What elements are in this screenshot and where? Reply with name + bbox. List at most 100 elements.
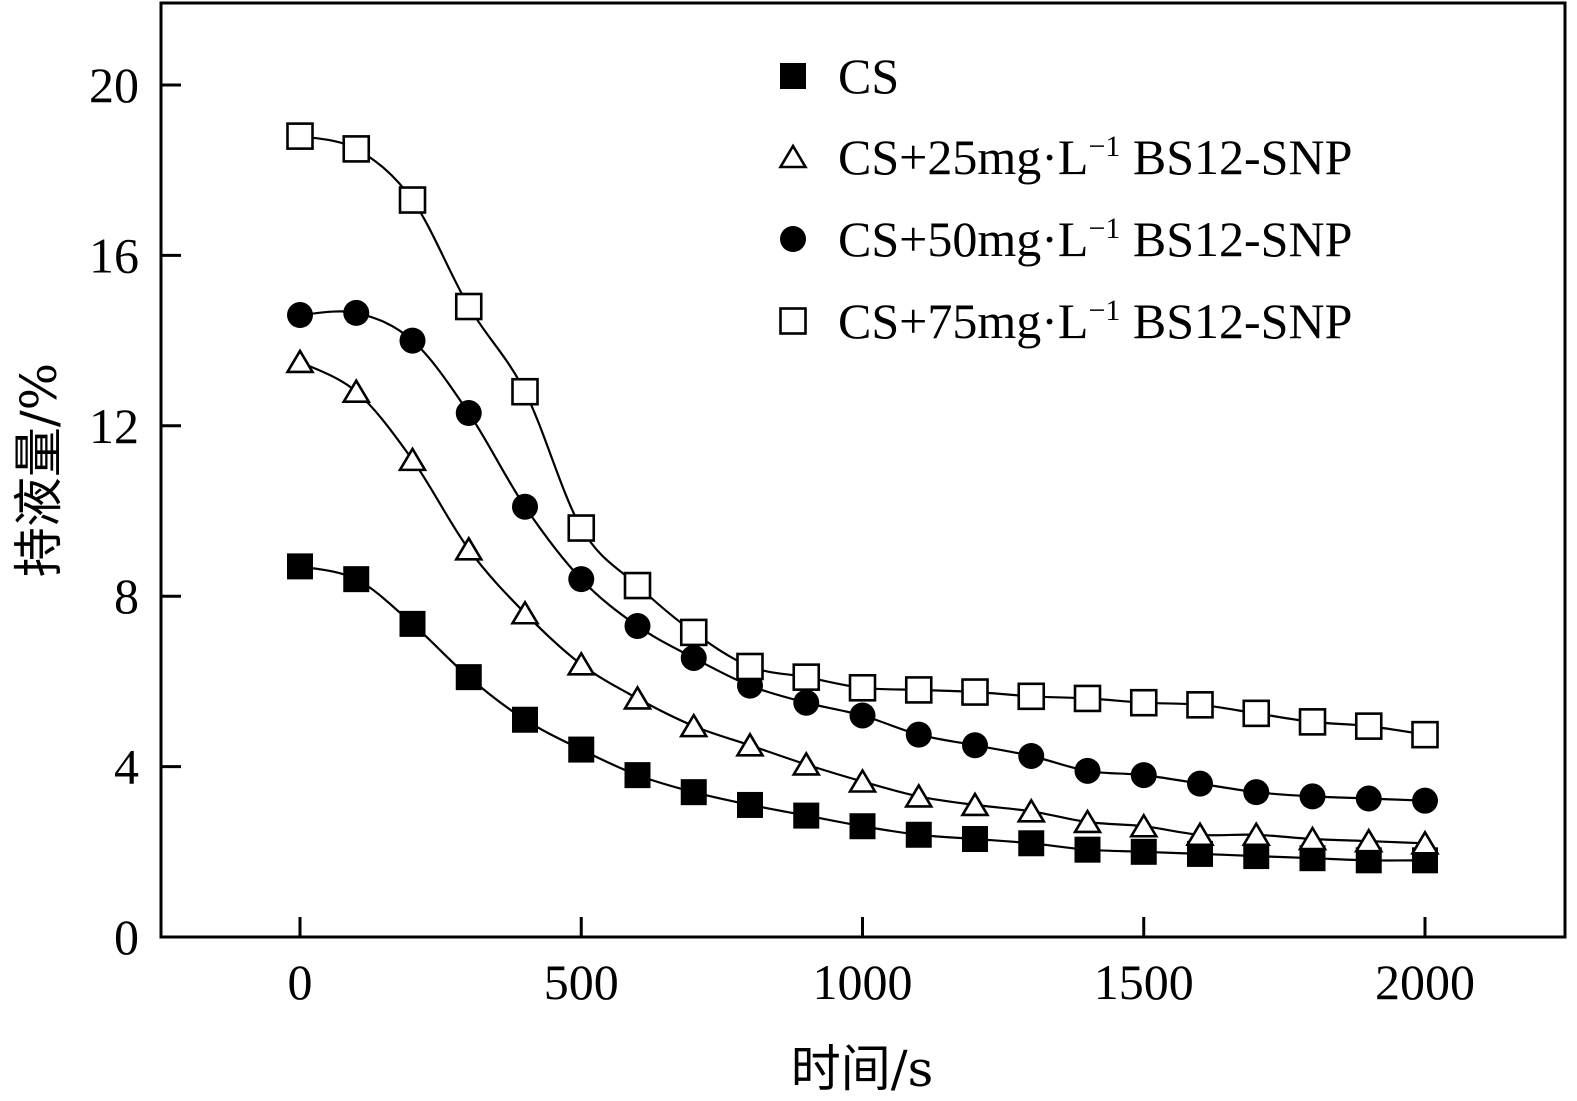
data-point xyxy=(398,186,427,214)
data-point xyxy=(791,750,822,776)
data-markers xyxy=(285,122,1440,874)
legend-marker xyxy=(780,226,806,252)
y-axis-title: 持液量/% xyxy=(10,363,68,577)
x-axis-ticks: 0 500 1000 1500 2000 xyxy=(288,917,1475,1010)
x-tick-label: 1500 xyxy=(1094,954,1194,1010)
data-point xyxy=(793,689,820,716)
data-point xyxy=(1072,808,1103,834)
data-point xyxy=(399,610,426,637)
data-point xyxy=(510,599,540,625)
data-point xyxy=(1016,797,1047,823)
x-axis-title: 时间/s xyxy=(791,1040,934,1098)
data-point xyxy=(567,514,596,542)
legend-marker xyxy=(780,63,806,89)
data-point xyxy=(285,348,315,374)
data-point xyxy=(736,652,764,681)
x-tick-label: 1000 xyxy=(813,954,913,1010)
data-point xyxy=(287,302,313,329)
data-point xyxy=(1353,827,1384,853)
data-point xyxy=(287,553,313,580)
data-point xyxy=(1130,762,1157,789)
data-point xyxy=(1410,829,1440,855)
data-point xyxy=(1243,779,1270,806)
data-point xyxy=(1185,821,1215,847)
data-point xyxy=(680,644,707,671)
x-tick-label: 2000 xyxy=(1375,954,1475,1010)
data-point xyxy=(905,721,932,748)
data-point xyxy=(455,664,482,691)
data-point xyxy=(1186,691,1214,719)
data-point xyxy=(848,673,877,702)
data-point xyxy=(1242,699,1271,728)
data-point xyxy=(1074,757,1101,784)
data-point xyxy=(399,327,426,354)
data-point xyxy=(566,650,597,676)
data-point xyxy=(623,571,652,600)
data-point xyxy=(1130,838,1157,865)
data-point xyxy=(678,712,709,738)
data-point xyxy=(905,821,932,848)
y-tick-label: 12 xyxy=(89,398,139,454)
data-point xyxy=(568,566,595,593)
data-point xyxy=(1128,812,1159,838)
legend-label: CS+50mg·L−1 BS12-SNP xyxy=(838,211,1352,267)
data-point xyxy=(1241,821,1272,847)
x-tick-label: 0 xyxy=(288,954,313,1010)
legend-marker xyxy=(779,307,807,335)
data-point xyxy=(1073,684,1102,713)
y-axis-ticks: 0 4 8 12 16 20 xyxy=(89,57,181,965)
legend-marker xyxy=(778,143,808,169)
data-point xyxy=(849,813,876,840)
y-tick-label: 8 xyxy=(114,568,139,624)
data-point xyxy=(679,618,708,647)
data-point xyxy=(624,613,651,640)
data-point xyxy=(792,663,821,691)
data-point xyxy=(960,791,990,817)
data-point xyxy=(1298,708,1327,736)
data-point xyxy=(849,702,876,729)
data-point xyxy=(1129,688,1158,717)
y-tick-label: 4 xyxy=(114,739,139,795)
data-point xyxy=(904,676,933,704)
data-point xyxy=(1354,712,1383,740)
y-tick-label: 16 xyxy=(89,227,139,283)
data-point xyxy=(512,493,538,520)
data-point xyxy=(342,135,371,163)
data-point xyxy=(1297,825,1328,851)
data-point xyxy=(962,732,988,759)
y-tick-label: 20 xyxy=(89,57,139,113)
data-point xyxy=(455,400,482,427)
x-tick-label: 500 xyxy=(544,954,619,1010)
data-point xyxy=(1074,836,1101,863)
data-point xyxy=(343,566,370,593)
y-tick-label: 0 xyxy=(114,909,139,965)
data-point xyxy=(1187,770,1213,797)
data-point xyxy=(453,535,484,561)
data-point xyxy=(622,684,653,710)
data-point xyxy=(286,122,314,150)
data-point xyxy=(737,791,763,818)
data-point xyxy=(1017,682,1046,711)
data-point xyxy=(454,292,483,321)
data-point xyxy=(1412,787,1438,814)
data-point xyxy=(397,446,428,472)
data-point xyxy=(1018,830,1045,857)
legend-label: CS xyxy=(838,48,899,104)
data-point xyxy=(1299,783,1326,810)
data-point xyxy=(1411,720,1439,749)
data-point xyxy=(624,762,651,789)
data-point xyxy=(961,678,989,706)
data-point xyxy=(343,299,370,326)
legend-label: CS+75mg·L−1 BS12-SNP xyxy=(838,293,1352,349)
data-point xyxy=(903,782,934,808)
data-point xyxy=(341,378,372,404)
data-point xyxy=(511,377,539,406)
legend-label: CS+25mg·L−1 BS12-SNP xyxy=(838,129,1352,185)
data-point xyxy=(793,802,820,829)
data-point xyxy=(680,779,707,806)
data-point xyxy=(1018,742,1045,769)
data-point xyxy=(1243,843,1270,870)
data-point xyxy=(735,731,765,757)
data-point xyxy=(1355,785,1382,812)
